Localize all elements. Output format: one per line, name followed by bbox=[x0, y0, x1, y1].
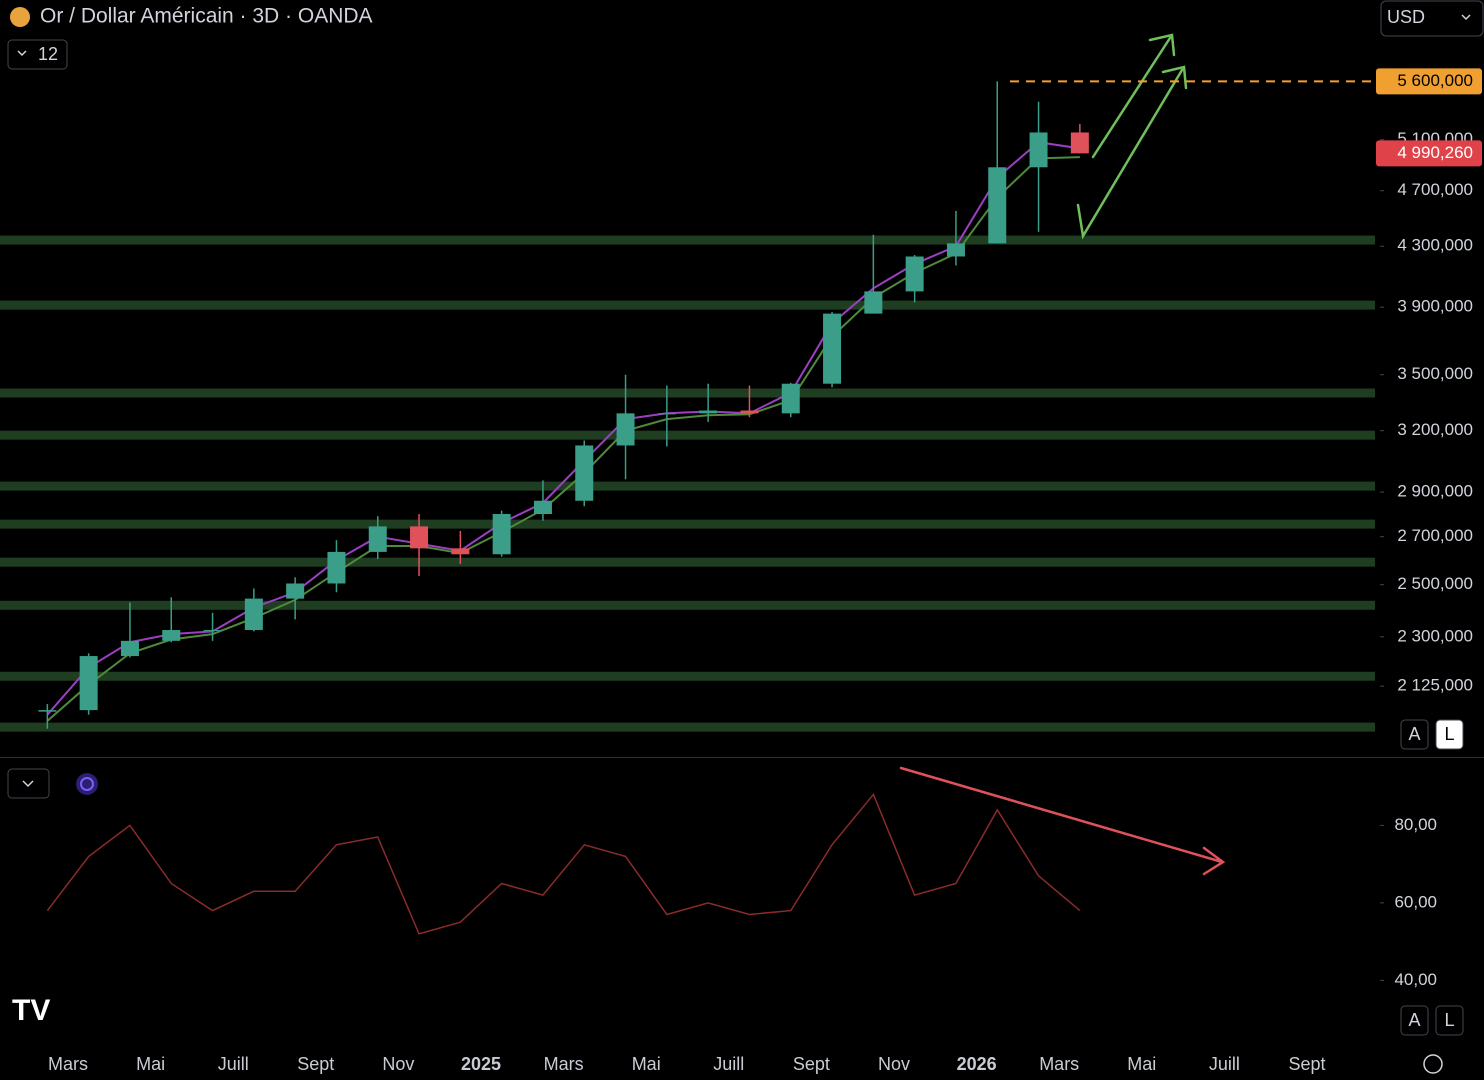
candle-body bbox=[327, 551, 346, 584]
currency: USD bbox=[1387, 7, 1425, 27]
scale-button[interactable] bbox=[1400, 1005, 1429, 1036]
y-tick-label: 60,00 bbox=[1394, 892, 1437, 911]
level-zone bbox=[0, 430, 1375, 440]
level-zone bbox=[0, 519, 1375, 529]
chevron bbox=[1461, 14, 1471, 21]
candle-body bbox=[905, 256, 924, 292]
candle-body bbox=[988, 167, 1007, 244]
x-tick-label: Mars bbox=[48, 1054, 88, 1074]
candle-body bbox=[492, 513, 511, 555]
candle-body bbox=[823, 313, 842, 384]
candle-body bbox=[244, 598, 263, 631]
target-label: 5 600,000 bbox=[1397, 71, 1473, 90]
x-tick-label: Sept bbox=[297, 1054, 334, 1074]
badge[interactable] bbox=[7, 39, 68, 70]
moving-average bbox=[46, 141, 1081, 716]
y-tick-label: 2 700,000 bbox=[1397, 526, 1473, 545]
y-tick-label: 4 700,000 bbox=[1397, 180, 1473, 199]
collapse-button[interactable] bbox=[7, 768, 50, 799]
candle-body bbox=[946, 243, 965, 257]
candle-body bbox=[120, 640, 139, 657]
candle-body bbox=[699, 410, 718, 414]
level-zone bbox=[0, 235, 1375, 245]
x-tick-label: Sept bbox=[1288, 1054, 1325, 1074]
candle-body bbox=[286, 583, 305, 599]
candle-body bbox=[864, 291, 883, 314]
settings-icon[interactable] bbox=[1423, 1054, 1443, 1074]
scale-button-label: A bbox=[1408, 724, 1420, 744]
x-tick-label: Mars bbox=[1039, 1054, 1079, 1074]
logo: TV bbox=[12, 994, 50, 1027]
indicator-icon-ring bbox=[80, 777, 94, 791]
level-zone bbox=[0, 557, 1375, 567]
y-tick-label: 4 300,000 bbox=[1397, 236, 1473, 255]
x-tick-label: Sept bbox=[793, 1054, 830, 1074]
y-tick-label: 3 500,000 bbox=[1397, 364, 1473, 383]
symbol-icon bbox=[10, 7, 30, 27]
x-tick-label: Nov bbox=[382, 1054, 414, 1074]
level-zone bbox=[0, 481, 1375, 491]
chevron bbox=[22, 780, 34, 788]
level-zone bbox=[0, 300, 1375, 310]
trend-arrow bbox=[899, 766, 1226, 876]
candle-body bbox=[203, 630, 222, 632]
candle-body bbox=[38, 710, 57, 712]
candle-body bbox=[533, 500, 552, 514]
scale-button-label: L bbox=[1444, 724, 1454, 744]
candle-body bbox=[451, 548, 470, 555]
scale-button-label: L bbox=[1444, 1010, 1454, 1030]
y-tick-label: 3 200,000 bbox=[1397, 420, 1473, 439]
target-label-bg bbox=[1376, 68, 1482, 95]
interval-badge: 12 bbox=[38, 44, 58, 64]
candle-body bbox=[410, 526, 429, 549]
candle-body bbox=[162, 630, 181, 641]
scale-button[interactable] bbox=[1435, 719, 1464, 750]
last-price-bg bbox=[1376, 140, 1482, 167]
currency-select[interactable] bbox=[1380, 0, 1484, 37]
candle-body bbox=[368, 526, 387, 552]
level-zone bbox=[0, 671, 1375, 681]
x-tick-label: Juill bbox=[713, 1054, 744, 1074]
y-tick-label: 2 500,000 bbox=[1397, 574, 1473, 593]
candle-body bbox=[79, 656, 98, 711]
last-price-label: 4 990,260 bbox=[1397, 143, 1473, 162]
x-tick-label: 2025 bbox=[461, 1054, 501, 1074]
x-tick-label: Mars bbox=[544, 1054, 584, 1074]
level-zone bbox=[0, 600, 1375, 610]
scale-button-label: A bbox=[1408, 1010, 1420, 1030]
x-tick-label: Mai bbox=[632, 1054, 661, 1074]
x-tick-label: Mai bbox=[1127, 1054, 1156, 1074]
chart-title: Or / Dollar Américain · 3D · OANDA bbox=[40, 5, 373, 28]
y-tick-label: 2 900,000 bbox=[1397, 482, 1473, 501]
x-tick-label: Juill bbox=[218, 1054, 249, 1074]
arrow-drawing bbox=[1091, 33, 1176, 159]
y-tick-label: 2 300,000 bbox=[1397, 626, 1473, 645]
candle-body bbox=[740, 410, 759, 414]
y-tick-label: 3 900,000 bbox=[1397, 297, 1473, 316]
level-zone bbox=[0, 722, 1375, 732]
x-tick-label: Juill bbox=[1209, 1054, 1240, 1074]
y-tick-label: 2 125,000 bbox=[1397, 676, 1473, 695]
candle-body bbox=[1029, 132, 1048, 168]
scale-button[interactable] bbox=[1435, 1005, 1464, 1036]
chevron bbox=[17, 50, 27, 57]
x-tick-label: 2026 bbox=[957, 1054, 997, 1074]
x-tick-label: Mai bbox=[136, 1054, 165, 1074]
level-zone bbox=[0, 388, 1375, 398]
scale-button[interactable] bbox=[1400, 719, 1429, 750]
indicator-icon[interactable] bbox=[76, 773, 98, 795]
candle-body bbox=[1070, 132, 1089, 154]
candle-body bbox=[781, 383, 800, 414]
candle-body bbox=[616, 413, 635, 446]
y-tick-label: 40,00 bbox=[1394, 970, 1437, 989]
y-tick-label: 80,00 bbox=[1394, 815, 1437, 834]
arrow-drawing bbox=[1076, 65, 1188, 240]
candle-body bbox=[575, 445, 594, 501]
candle-body bbox=[657, 413, 676, 415]
rsi-line bbox=[46, 792, 1081, 935]
x-tick-label: Nov bbox=[878, 1054, 910, 1074]
